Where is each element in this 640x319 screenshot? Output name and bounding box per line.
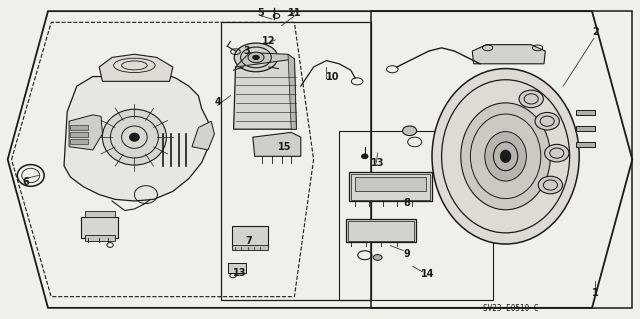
Polygon shape — [472, 45, 545, 64]
Text: 10: 10 — [326, 71, 340, 82]
Bar — [576, 142, 595, 147]
Text: 3: 3 — [243, 46, 250, 56]
Ellipse shape — [234, 43, 278, 72]
Ellipse shape — [432, 69, 579, 244]
Bar — [348, 221, 414, 241]
Bar — [70, 125, 88, 130]
Text: 12: 12 — [262, 36, 276, 47]
Ellipse shape — [102, 109, 166, 165]
Text: 1: 1 — [592, 288, 598, 299]
Ellipse shape — [253, 56, 259, 60]
Text: 4: 4 — [214, 97, 221, 107]
Text: 15: 15 — [278, 142, 292, 152]
Ellipse shape — [519, 90, 543, 108]
Polygon shape — [236, 53, 294, 67]
Bar — [576, 110, 595, 115]
Polygon shape — [64, 72, 211, 201]
Text: 13: 13 — [371, 158, 385, 168]
Bar — [576, 126, 595, 131]
Bar — [81, 217, 118, 238]
Text: 7: 7 — [245, 236, 252, 246]
Ellipse shape — [538, 176, 563, 194]
Ellipse shape — [248, 52, 264, 63]
Bar — [339, 131, 493, 300]
Text: 11: 11 — [287, 8, 301, 18]
Ellipse shape — [362, 154, 368, 159]
Ellipse shape — [129, 133, 140, 141]
Ellipse shape — [461, 103, 550, 210]
Bar — [346, 219, 416, 242]
Bar — [371, 11, 632, 308]
Ellipse shape — [403, 126, 417, 136]
Text: 6: 6 — [22, 177, 29, 187]
Bar — [85, 211, 115, 217]
Text: 8: 8 — [403, 197, 410, 208]
Polygon shape — [253, 132, 301, 156]
Polygon shape — [288, 54, 296, 129]
Bar — [221, 22, 371, 300]
Bar — [70, 132, 88, 137]
Ellipse shape — [545, 144, 569, 162]
Text: 13: 13 — [233, 268, 247, 278]
Polygon shape — [234, 56, 296, 129]
Text: 9: 9 — [403, 249, 410, 259]
Ellipse shape — [500, 150, 511, 162]
Text: 2: 2 — [592, 27, 598, 37]
Text: SV23-E0510 C: SV23-E0510 C — [483, 304, 539, 313]
Polygon shape — [192, 121, 214, 150]
Polygon shape — [69, 115, 102, 150]
Text: 14: 14 — [420, 269, 435, 279]
Ellipse shape — [373, 255, 382, 260]
Bar — [351, 174, 430, 200]
Polygon shape — [99, 54, 173, 81]
Bar — [232, 226, 268, 247]
Bar — [232, 245, 268, 250]
Bar — [85, 235, 115, 241]
Bar — [70, 139, 88, 144]
Bar — [355, 177, 426, 191]
Bar — [228, 263, 246, 273]
Ellipse shape — [485, 131, 526, 181]
Bar — [349, 172, 432, 201]
Text: 5: 5 — [258, 8, 264, 18]
Ellipse shape — [535, 113, 559, 130]
